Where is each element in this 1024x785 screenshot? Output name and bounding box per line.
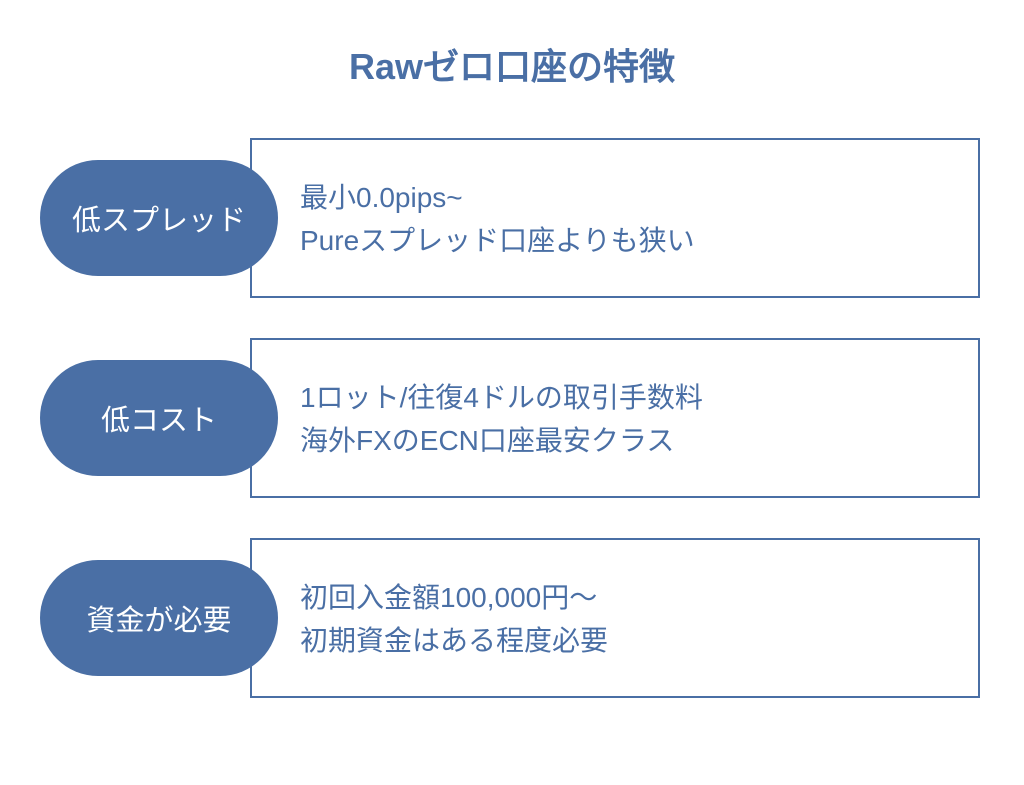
feature-box-line: 海外FXのECN口座最安クラス — [300, 419, 978, 462]
page-title: Rawゼロ口座の特徴 — [0, 38, 1024, 90]
feature-box-1: 最小0.0pips~ Pureスプレッド口座よりも狭い — [250, 138, 980, 298]
feature-box-line: 最小0.0pips~ — [300, 176, 978, 219]
feature-row: 最小0.0pips~ Pureスプレッド口座よりも狭い 低スプレッド — [0, 138, 1024, 298]
infographic-container: Rawゼロ口座の特徴 最小0.0pips~ Pureスプレッド口座よりも狭い 低… — [0, 0, 1024, 785]
feature-box-2: 1ロット/往復4ドルの取引手数料 海外FXのECN口座最安クラス — [250, 338, 980, 498]
feature-pill-label: 低スプレッド — [72, 197, 246, 239]
feature-row: 1ロット/往復4ドルの取引手数料 海外FXのECN口座最安クラス 低コスト — [0, 338, 1024, 498]
feature-row: 初回入金額100,000円〜 初期資金はある程度必要 資金が必要 — [0, 538, 1024, 698]
feature-pill-1: 低スプレッド — [40, 160, 278, 276]
feature-pill-label: 低コスト — [101, 397, 217, 439]
feature-box-3: 初回入金額100,000円〜 初期資金はある程度必要 — [250, 538, 980, 698]
feature-box-line: 初期資金はある程度必要 — [300, 619, 978, 662]
feature-pill-label: 資金が必要 — [86, 597, 231, 639]
feature-box-line: 1ロット/往復4ドルの取引手数料 — [300, 376, 978, 419]
feature-pill-3: 資金が必要 — [40, 560, 278, 676]
feature-pill-2: 低コスト — [40, 360, 278, 476]
feature-box-line: 初回入金額100,000円〜 — [300, 576, 978, 619]
feature-box-line: Pureスプレッド口座よりも狭い — [300, 219, 978, 262]
